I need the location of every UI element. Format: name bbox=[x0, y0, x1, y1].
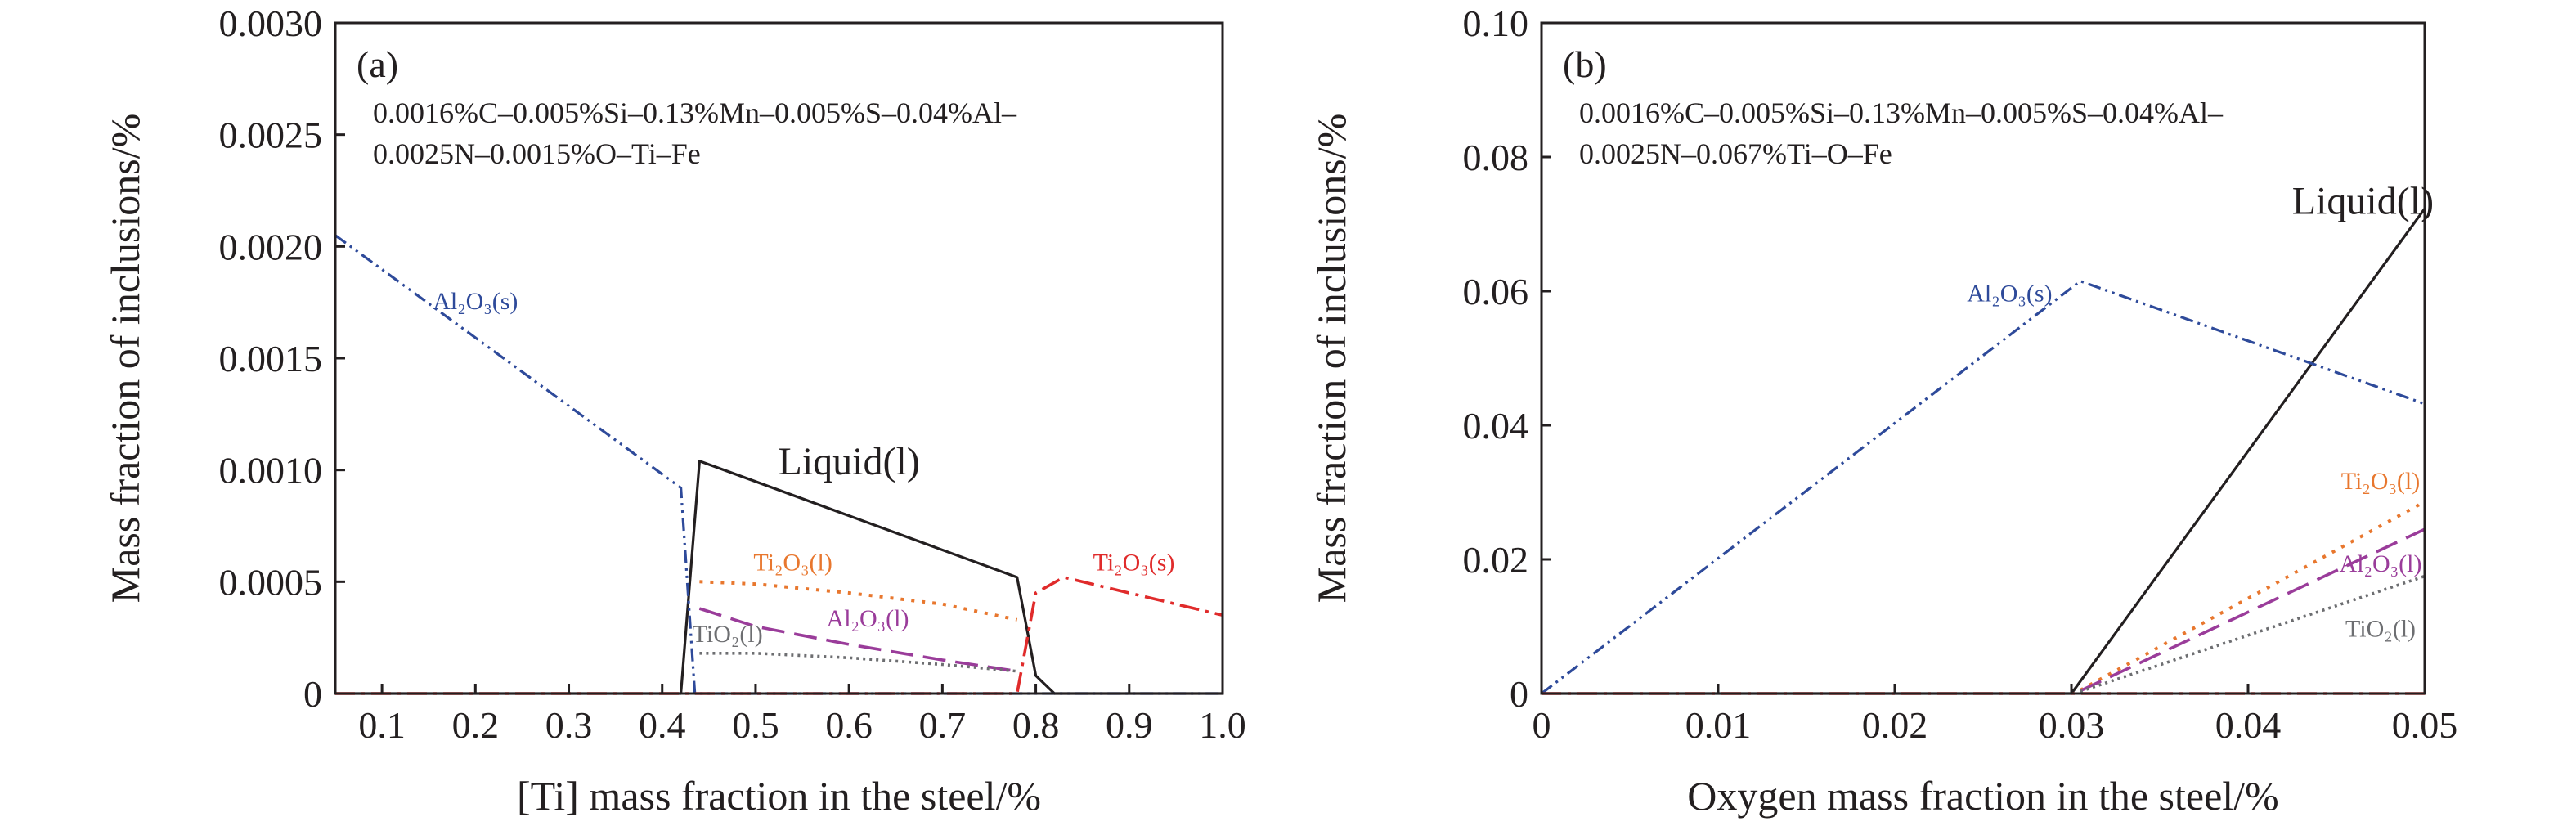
chart-panel-b: 0 0.01 0.02 0.03 0.04 0.05 0 0.02 0.04 0.06 0.08 0.… bbox=[1308, 2, 2457, 819]
panel-label: (b) bbox=[1563, 43, 1607, 85]
y-tick-label: 0.0025 bbox=[219, 114, 323, 156]
y-tick-label: 0.0015 bbox=[219, 338, 323, 379]
y-tick-label: 0.02 bbox=[1463, 539, 1529, 581]
series-line-al2o3_s bbox=[1541, 280, 2426, 695]
series-label-ti2o3_l: Ti₂O₃(l) bbox=[753, 550, 832, 577]
series-label-al2o3_l: Al₂O₃(l) bbox=[827, 605, 909, 632]
x-tick-label: 0.05 bbox=[2392, 704, 2458, 746]
x-tick-label: 0.5 bbox=[732, 704, 779, 746]
panel-label: (a) bbox=[357, 43, 398, 85]
series-label-liquid: Liquid(l) bbox=[2292, 180, 2434, 223]
y-axis-label: Mass fraction of inclusions/% bbox=[102, 114, 148, 604]
plot-frame bbox=[1540, 21, 2426, 695]
series-line-ti2o3_s bbox=[335, 576, 1223, 695]
x-tick-label: 0.9 bbox=[1106, 704, 1153, 746]
x-tick-label: 0.1 bbox=[358, 704, 406, 746]
series-label-al2o3_s: Al₂O₃(s) bbox=[1967, 280, 2052, 307]
series-label-al2o3_l: Al₂O₃(l) bbox=[2340, 550, 2422, 577]
x-tick-label: 0.2 bbox=[452, 704, 500, 746]
y-tick-label: 0.0010 bbox=[219, 450, 323, 492]
series-line-ti2o3_l bbox=[699, 580, 1018, 622]
x-tick-label: 0.3 bbox=[545, 704, 593, 746]
y-tick-label: 0 bbox=[303, 673, 322, 715]
y-tick-label: 0 bbox=[1510, 673, 1528, 715]
y-tick-label: 0.08 bbox=[1463, 137, 1529, 178]
composition-line-2: 0.0025N–0.067%Ti–O–Fe bbox=[1579, 137, 1892, 170]
x-tick-label: 0.8 bbox=[1012, 704, 1060, 746]
composition-line-1: 0.0016%C–0.005%Si–0.13%Mn–0.005%S–0.04%A… bbox=[1579, 97, 2224, 129]
y-tick-label: 0.0020 bbox=[219, 226, 323, 267]
x-axis-label: Oxygen mass fraction in the steel/% bbox=[1687, 773, 2278, 819]
series-label-tio2_l: TiO₂(l) bbox=[693, 621, 763, 648]
series-label-al2o3_s: Al₂O₃(s) bbox=[433, 288, 518, 315]
series-line-ti2o3_l bbox=[2079, 500, 2426, 692]
x-tick-label: 1.0 bbox=[1199, 704, 1246, 746]
x-tick-label: 0.02 bbox=[1862, 704, 1928, 746]
composition-line-2: 0.0025N–0.0015%O–Ti–Fe bbox=[373, 137, 701, 170]
x-axis-label: [Ti] mass fraction in the steel/% bbox=[517, 773, 1041, 819]
series-label-ti2o3_l: Ti₂O₃(l) bbox=[2341, 468, 2421, 495]
series-line-tio2_l bbox=[699, 652, 1017, 673]
series-label-liquid: Liquid(l) bbox=[779, 440, 920, 483]
y-tick-label: 0.04 bbox=[1463, 405, 1529, 447]
y-axis-label: Mass fraction of inclusions/% bbox=[1308, 114, 1354, 604]
x-tick-label: 0.4 bbox=[639, 704, 686, 746]
x-tick-label: 0.7 bbox=[919, 704, 967, 746]
series-label-ti2o3_s: Ti₂O₃(s) bbox=[1093, 550, 1175, 577]
composition-line-1: 0.0016%C–0.005%Si–0.13%Mn–0.005%S–0.04%A… bbox=[373, 97, 1017, 129]
series-line-tio2_l bbox=[2080, 574, 2426, 694]
x-tick-label: 0.03 bbox=[2039, 704, 2105, 746]
series-line-liquid bbox=[335, 460, 1223, 695]
chart-panel-a: 0.1 0.2 0.3 0.4 0.5 0.6 0.7 0.8 0.9 1.0 0 0.0005 0.0… bbox=[102, 2, 1246, 819]
series-line-al2o3_l bbox=[698, 607, 1017, 673]
y-tick-label: 0.06 bbox=[1463, 271, 1529, 312]
y-tick-label: 0.10 bbox=[1463, 2, 1529, 44]
x-tick-label: 0.01 bbox=[1685, 704, 1752, 746]
series-label-tio2_l: TiO₂(l) bbox=[2345, 615, 2416, 642]
y-tick-label: 0.0030 bbox=[219, 2, 323, 44]
y-tick-label: 0.0005 bbox=[219, 561, 323, 603]
series-line-al2o3_s bbox=[334, 234, 1223, 695]
x-tick-label: 0 bbox=[1533, 704, 1551, 746]
series-line-al2o3_l bbox=[2080, 527, 2426, 693]
x-tick-label: 0.6 bbox=[825, 704, 873, 746]
x-tick-label: 0.04 bbox=[2215, 704, 2282, 746]
